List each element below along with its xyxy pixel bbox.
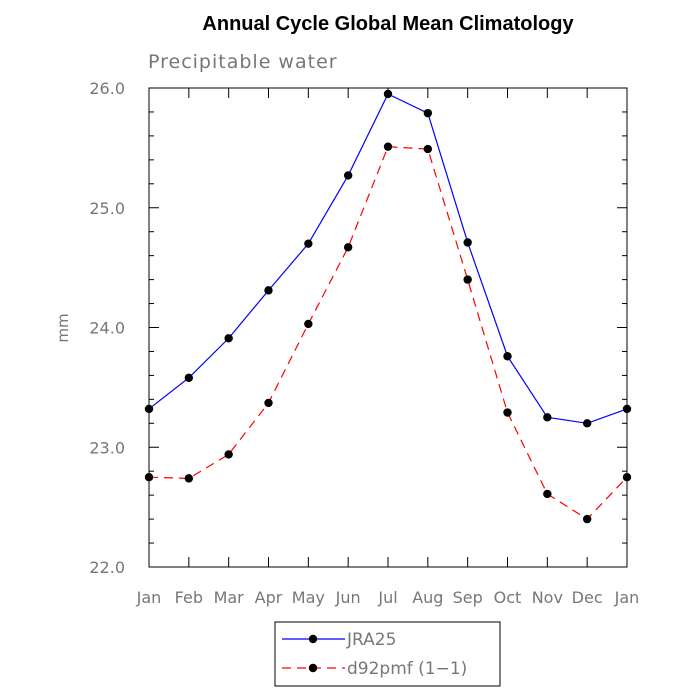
y-tick-label: 25.0 [89, 199, 125, 218]
data-point [144, 472, 154, 482]
x-tick-label: Mar [214, 588, 245, 607]
data-point [582, 419, 592, 428]
series-line [148, 146, 628, 520]
x-tick-label: Apr [255, 588, 283, 607]
y-tick-label: 23.0 [89, 438, 125, 457]
plot-border [148, 87, 628, 568]
data-point [343, 243, 353, 252]
plot-frame [148, 87, 628, 568]
data-point [383, 142, 393, 151]
series-0 [144, 89, 632, 428]
data-point [503, 408, 512, 417]
x-tick-label: Feb [175, 588, 203, 607]
legend-label: JRA25 [346, 630, 396, 650]
x-tick-label: Jul [377, 588, 397, 607]
data-point [622, 472, 632, 482]
data-point [304, 319, 313, 329]
data-point [463, 238, 472, 247]
data-point [423, 108, 433, 118]
data-point [304, 239, 313, 248]
data-point [224, 334, 233, 343]
x-tick-label: Aug [412, 588, 443, 607]
legend: JRA25 d92pmf (1−1) [274, 621, 501, 687]
chart-subtitle: Precipitable water [148, 51, 338, 73]
data-point [264, 286, 273, 295]
data-point [543, 413, 552, 422]
x-tick-label: Jun [335, 588, 361, 607]
x-tick-label: Nov [532, 588, 563, 607]
x-tick-label: Sep [453, 588, 483, 607]
data-point [184, 474, 194, 483]
y-tick-label: 22.0 [89, 558, 125, 577]
x-tick-label: Jan [136, 588, 162, 607]
data-point [264, 398, 273, 408]
x-axis: Jan Feb Mar Apr May Jun Jul Aug Sep Oct Nov Dec Jan [136, 88, 640, 607]
data-point [184, 373, 194, 382]
legend-box [274, 621, 501, 687]
data-point [144, 404, 154, 414]
series-1 [144, 142, 632, 524]
x-tick-label: May [292, 588, 325, 607]
x-tick-label: Oct [494, 588, 522, 607]
data-point [622, 404, 632, 414]
chart-title: Annual Cycle Global Mean Climatology [202, 13, 574, 35]
data-point [582, 514, 592, 524]
y-axis-label: mm [54, 313, 72, 342]
data-point [503, 352, 512, 361]
data-point [543, 489, 552, 499]
legend-item: d92pmf (1−1) [282, 659, 467, 679]
legend-marker [308, 663, 318, 673]
data-point [343, 171, 353, 180]
legend-marker [308, 634, 318, 644]
y-tick-label: 24.0 [89, 319, 125, 338]
y-tick-label: 26.0 [89, 79, 125, 98]
x-tick-label: Dec [572, 588, 603, 607]
legend-label: d92pmf (1−1) [347, 659, 467, 679]
x-tick-label: Jan [614, 588, 640, 607]
legend-item: JRA25 [282, 630, 396, 650]
data-point [423, 144, 433, 154]
data-point [383, 89, 393, 99]
data-point [224, 450, 233, 459]
y-axis: 22.0 23.0 24.0 25.0 26.0 [89, 79, 627, 577]
series-layer [144, 89, 632, 524]
data-point [463, 275, 472, 284]
